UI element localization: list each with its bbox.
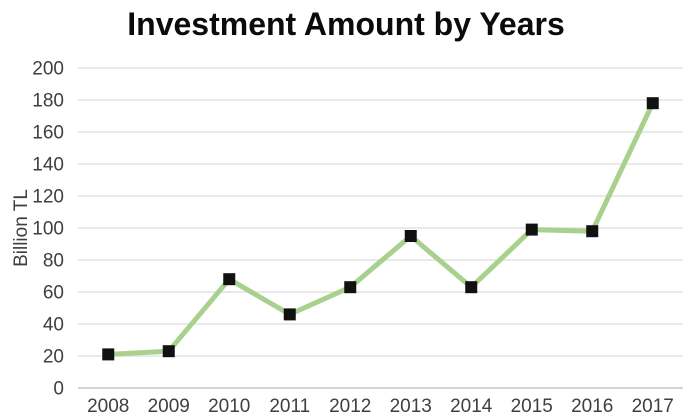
y-tick-label: 180 [32,91,64,112]
y-tick-label: 140 [32,155,64,176]
x-tick-label: 2012 [329,396,371,417]
data-point-marker [283,308,296,321]
x-tick-label: 2016 [571,396,613,417]
y-tick-label: 60 [43,283,64,304]
data-point-marker [344,281,357,294]
data-point-marker [646,97,659,110]
y-tick-label: 200 [32,59,64,80]
data-point-marker [102,348,115,361]
y-tick-label: 0 [53,379,64,400]
series-line [105,100,656,357]
data-point-marker [223,273,236,286]
y-tick-label: 20 [43,347,64,368]
x-tick-label: 2013 [390,396,432,417]
data-point-marker [404,230,417,242]
x-tick-label: 2008 [87,396,129,417]
y-tick-label: 120 [32,187,64,208]
data-point-marker [162,345,175,358]
x-tick-label: 2009 [148,396,190,417]
y-tick-label: 40 [43,315,64,336]
x-tick-label: 2010 [208,396,250,417]
x-tick-label: 2015 [511,396,553,417]
data-point-marker [586,225,599,238]
y-tick-label: 100 [32,219,64,240]
x-tick-label: 2014 [450,396,493,417]
x-tick-label: 2011 [269,396,310,417]
y-tick-label: 160 [32,123,64,144]
x-tick-label: 2017 [632,396,674,417]
data-point-marker [465,281,478,294]
chart-title: Investment Amount by Years [127,6,565,42]
data-point-marker [525,223,538,236]
y-tick-label: 80 [43,251,64,272]
